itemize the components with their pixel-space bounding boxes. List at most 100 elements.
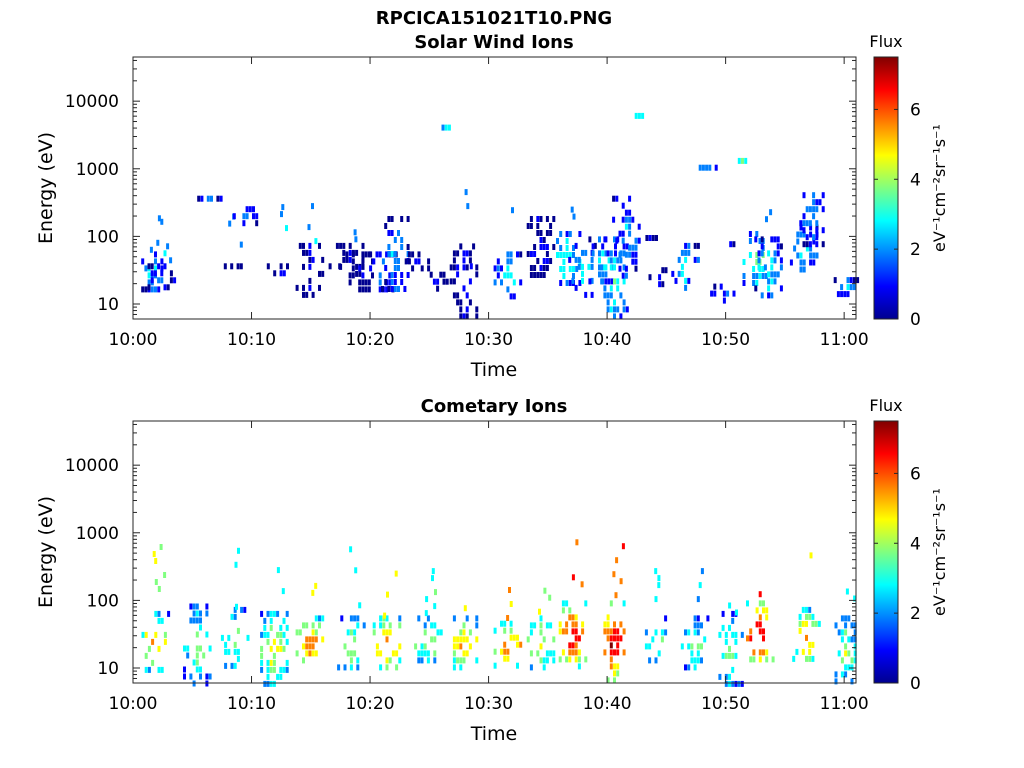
heatmap-cell xyxy=(397,265,400,271)
heatmap-cell xyxy=(388,657,392,664)
heatmap-cell xyxy=(411,251,415,258)
heatmap-cell xyxy=(574,284,578,291)
colorbar-tick-label: 4 xyxy=(910,534,921,554)
heatmap-cell xyxy=(703,636,707,643)
heatmap-cell xyxy=(558,621,562,628)
heatmap-cell xyxy=(311,203,314,210)
heatmap-cell xyxy=(390,251,394,257)
heatmap-cell xyxy=(619,621,623,628)
heatmap-cell xyxy=(757,250,761,257)
heatmap-cell xyxy=(821,227,825,234)
heatmap-cell xyxy=(628,216,632,223)
heatmap-cell xyxy=(779,285,783,292)
heatmap-cell xyxy=(361,242,365,249)
heatmap-cell xyxy=(770,278,774,285)
heatmap-cells xyxy=(141,112,860,320)
heatmap-cell xyxy=(496,258,500,265)
axes: 10:00 10:10 10:20 10:30 10:40 10:50 11:00 10 100… xyxy=(65,421,869,714)
heatmap-cell xyxy=(493,279,497,286)
heatmap-cell xyxy=(628,244,632,251)
heatmap-cell xyxy=(378,286,382,293)
heatmap-cell xyxy=(735,609,738,616)
heatmap-cell xyxy=(844,615,848,622)
heatmap-cell xyxy=(619,635,623,642)
heatmap-cell xyxy=(411,265,415,272)
heatmap-cell xyxy=(844,650,848,657)
heatmap-cell xyxy=(398,615,402,622)
heatmap-cell xyxy=(696,256,700,263)
heatmap-cell xyxy=(308,284,312,291)
heatmap-cell xyxy=(397,258,400,264)
heatmap-cell xyxy=(282,617,286,624)
heatmap-cell xyxy=(386,591,389,598)
heatmap-cell xyxy=(664,615,668,622)
heatmap-cell xyxy=(565,621,569,628)
heatmap-cell xyxy=(542,237,546,243)
heatmap-cell xyxy=(671,270,675,277)
heatmap-cell xyxy=(648,235,652,241)
heatmap-cell xyxy=(542,636,546,643)
heatmap-cell xyxy=(779,243,783,250)
heatmap-cell xyxy=(509,258,513,265)
heatmap-cell xyxy=(465,313,469,320)
heatmap-cell xyxy=(606,621,610,628)
heatmap-cell xyxy=(680,249,684,256)
colorbar-tick-label: 4 xyxy=(910,170,921,190)
heatmap-cell xyxy=(815,220,819,227)
heatmap-cell xyxy=(358,602,362,609)
heatmap-cell xyxy=(726,290,730,297)
heatmap-cell xyxy=(529,622,533,629)
heatmap-cell xyxy=(468,299,472,306)
heatmap-cell xyxy=(808,241,812,248)
heatmap-cell xyxy=(556,238,559,244)
heatmap-cell xyxy=(805,620,808,627)
heatmap-cell xyxy=(701,164,705,171)
heatmap-cell xyxy=(808,641,812,648)
heatmap-cell xyxy=(710,290,714,297)
heatmap-cell xyxy=(696,622,700,629)
heatmap-cell xyxy=(615,195,619,202)
heatmap-cell xyxy=(846,277,850,284)
heatmap-cell xyxy=(230,613,234,620)
heatmap-cell xyxy=(613,649,616,656)
heatmap-cell xyxy=(850,636,854,643)
heatmap-cell xyxy=(621,272,625,279)
heatmap-cell xyxy=(539,272,543,278)
heatmap-cell xyxy=(572,252,575,258)
heatmap-cell xyxy=(378,279,382,286)
heatmap-cell xyxy=(157,263,161,270)
heatmap-cell xyxy=(621,543,625,550)
heatmap-cell xyxy=(400,272,404,278)
heatmap-cell xyxy=(378,251,382,258)
heatmap-cell xyxy=(571,642,575,649)
heatmap-cell xyxy=(752,273,756,279)
heatmap-cell xyxy=(205,631,209,638)
heatmap-cell xyxy=(609,663,613,670)
heatmap-cell xyxy=(199,624,202,631)
heatmap-cell xyxy=(748,238,752,244)
heatmap-cell xyxy=(853,643,857,650)
heatmap-cell xyxy=(628,251,632,258)
heatmap-cell xyxy=(279,638,283,645)
heatmap-cell xyxy=(509,601,513,607)
heatmap-cell xyxy=(154,558,158,564)
heatmap-cell xyxy=(760,243,764,250)
heatmap-cell xyxy=(311,650,315,657)
heatmap-cell xyxy=(634,237,638,244)
heatmap-cell xyxy=(387,286,391,292)
heatmap-cell xyxy=(433,622,437,629)
heatmap-cell xyxy=(195,631,199,638)
heatmap-cell xyxy=(603,236,607,243)
heatmap-cell xyxy=(308,263,312,270)
heatmap-cell xyxy=(590,277,594,284)
heatmap-cell xyxy=(724,652,728,659)
heatmap-cell xyxy=(234,561,238,568)
heatmap-cell xyxy=(718,631,722,638)
heatmap-cell xyxy=(762,635,765,642)
heatmap-cell xyxy=(773,250,777,257)
heatmap-cell xyxy=(728,673,731,680)
heatmap-cell xyxy=(361,251,365,258)
heatmap-cell xyxy=(529,223,533,229)
heatmap-cell xyxy=(687,249,691,256)
heatmap-cell xyxy=(255,220,259,227)
